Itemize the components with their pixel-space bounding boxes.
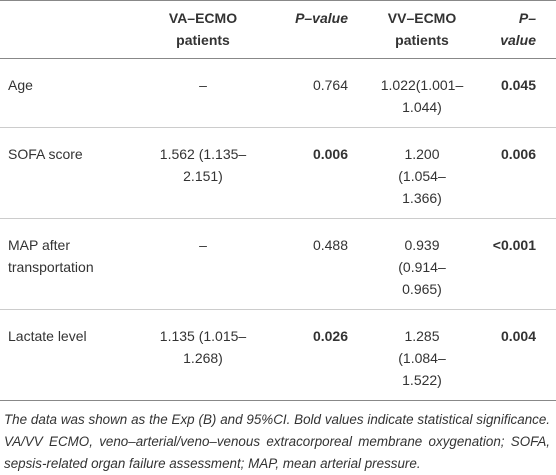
cell: 0.488 <box>278 218 360 310</box>
results-table: VA–ECMO patients P–value VV–ECMO patient… <box>0 0 556 401</box>
table-row: MAP after transportation – 0.488 0.939 (… <box>0 218 556 310</box>
header-row: VA–ECMO patients P–value VV–ECMO patient… <box>0 0 556 59</box>
header-cell: VV–ECMO patients <box>387 10 457 48</box>
cell: 0.939 (0.914–0.965) <box>398 237 446 297</box>
table-row: Lactate level 1.135 (1.015–1.268) 0.026 … <box>0 309 556 401</box>
footnote: The data was shown as the Exp (B) and 95… <box>4 412 550 471</box>
header-cell: VA–ECMO patients <box>168 10 238 48</box>
cell: <0.001 <box>484 218 556 310</box>
cell: 0.764 <box>278 58 360 128</box>
cell: – <box>199 77 207 93</box>
cell: 0.006 <box>484 127 556 219</box>
table-row: SOFA score 1.562 (1.135–2.151) 0.006 1.2… <box>0 127 556 219</box>
cell: – <box>199 237 207 253</box>
cell: 1.135 (1.015–1.268) <box>159 328 247 366</box>
cell: 0.006 <box>278 127 360 219</box>
table-row: Age – 0.764 1.022(1.001–1.044) 0.045 <box>0 58 556 128</box>
row-label: SOFA score <box>0 127 128 219</box>
header-cell <box>0 0 128 59</box>
cell: 0.045 <box>484 58 556 128</box>
cell: 0.026 <box>278 309 360 401</box>
cell: 1.022(1.001–1.044) <box>380 77 464 115</box>
cell: 1.285 (1.084–1.522) <box>398 328 446 388</box>
row-label: MAP after transportation <box>0 218 128 310</box>
row-label: Age <box>0 58 128 128</box>
header-cell: P–value <box>484 0 556 59</box>
row-label: Lactate level <box>0 309 128 401</box>
cell: 1.200 (1.054–1.366) <box>398 146 446 206</box>
cell: 0.004 <box>484 309 556 401</box>
header-cell: P–value <box>278 0 360 59</box>
cell: 1.562 (1.135–2.151) <box>159 146 247 184</box>
